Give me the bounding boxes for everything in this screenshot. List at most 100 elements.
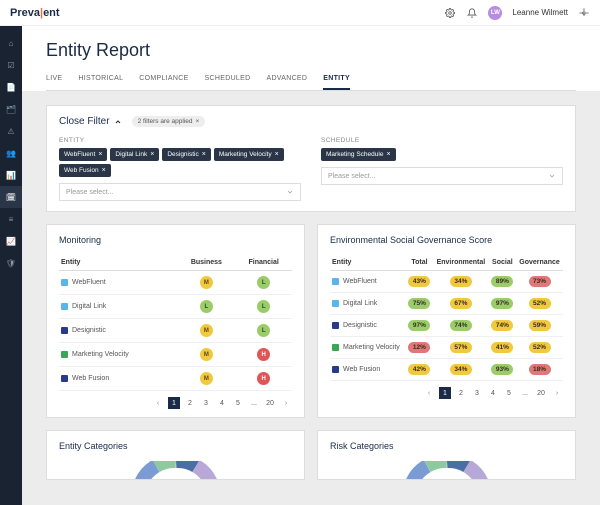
sidebar-item-8[interactable]: ≡ [0, 208, 22, 230]
pager-page[interactable]: 1 [439, 387, 451, 399]
filter-chip[interactable]: Marketing Velocity× [214, 148, 284, 161]
bell-icon[interactable] [466, 7, 478, 19]
score-pill: 43% [408, 276, 430, 287]
risk-badge: M [200, 324, 213, 337]
col-header: Entity [330, 255, 406, 271]
table-row[interactable]: Marketing VelocityMH [59, 343, 292, 367]
filter-chip[interactable]: Web Fusion× [59, 164, 111, 177]
tab-live[interactable]: LIVE [46, 75, 62, 90]
sidebar-item-0[interactable]: ⌂ [0, 32, 22, 54]
panel-title: Environmental Social Governance Score [330, 235, 563, 245]
pager-page[interactable]: 4 [216, 397, 228, 409]
filter-chip[interactable]: Digital Link× [110, 148, 159, 161]
pager-page[interactable]: 1 [168, 397, 180, 409]
risk-badge: H [257, 348, 270, 361]
table-row[interactable]: Web FusionMH [59, 367, 292, 391]
entity-filter-label: ENTITY [59, 137, 301, 144]
pager-page[interactable]: 5 [503, 387, 515, 399]
gear-icon[interactable] [444, 7, 456, 19]
close-icon[interactable]: × [150, 151, 154, 158]
risk-badge: L [257, 276, 270, 289]
panel-title: Risk Categories [330, 441, 563, 451]
donut-chart-icon [131, 461, 221, 480]
score-pill: 75% [408, 298, 430, 309]
pager-prev[interactable]: ‹ [152, 397, 164, 409]
score-pill: 89% [491, 276, 513, 287]
schedule-filter-label: SCHEDULE [321, 137, 563, 144]
sidebar-item-6[interactable]: 📊 [0, 164, 22, 186]
filter-toggle[interactable]: Close Filter [59, 116, 122, 127]
tab-scheduled[interactable]: SCHEDULED [205, 75, 251, 90]
sidebar-item-9[interactable]: 📈 [0, 230, 22, 252]
topbar: Preva|ent LW Leanne Wilmett [0, 0, 600, 26]
sidebar-item-1[interactable]: ☑ [0, 54, 22, 76]
risk-badge: L [257, 324, 270, 337]
table-row[interactable]: DesignisticML [59, 319, 292, 343]
col-header: Governance [516, 255, 563, 271]
avatar[interactable]: LW [488, 6, 502, 20]
score-pill: 52% [529, 342, 551, 353]
pager-page[interactable]: 2 [184, 397, 196, 409]
pager-page[interactable]: 3 [200, 397, 212, 409]
score-pill: 67% [450, 298, 472, 309]
close-icon[interactable]: × [275, 151, 279, 158]
filter-chip[interactable]: WebFluent× [59, 148, 107, 161]
sidebar-item-10[interactable]: 🛡 [0, 252, 22, 274]
score-pill: 59% [529, 320, 551, 331]
esg-table: EntityTotalEnvironmentalSocialGovernance… [330, 255, 563, 381]
score-pill: 34% [450, 364, 472, 375]
col-header: Environmental [433, 255, 489, 271]
sidebar-item-5[interactable]: 👥 [0, 142, 22, 164]
filter-chip[interactable]: Designistic× [162, 148, 211, 161]
risk-badge: M [200, 276, 213, 289]
pager-page[interactable]: 4 [487, 387, 499, 399]
sidebar-item-2[interactable]: 📄 [0, 76, 22, 98]
entity-select[interactable]: Please select... [59, 183, 301, 201]
close-icon[interactable]: × [102, 167, 106, 174]
table-row[interactable]: Digital Link75%67%97%52% [330, 293, 563, 315]
table-row[interactable]: Web Fusion42%34%93%18% [330, 359, 563, 381]
pager-next[interactable]: › [551, 387, 563, 399]
sidebar-item-4[interactable]: ⚠ [0, 120, 22, 142]
table-row[interactable]: WebFluentML [59, 271, 292, 295]
filter-chip[interactable]: Marketing Schedule× [321, 148, 396, 161]
pager-page[interactable]: ... [248, 397, 260, 409]
filter-count-badge[interactable]: 2 filters are applied × [132, 116, 206, 127]
pager-page[interactable]: 20 [264, 397, 276, 409]
table-row[interactable]: WebFluent43%34%89%73% [330, 271, 563, 293]
pager: ‹ 12345... 20 › [330, 387, 563, 399]
tab-entity[interactable]: ENTITY [323, 75, 350, 90]
chevron-up-icon [114, 118, 122, 126]
score-pill: 74% [450, 320, 472, 331]
pager-page[interactable]: 5 [232, 397, 244, 409]
esg-panel: Environmental Social Governance Score En… [317, 224, 576, 418]
schedule-select[interactable]: Please select... [321, 167, 563, 185]
risk-badge: L [200, 300, 213, 313]
tab-compliance[interactable]: COMPLIANCE [139, 75, 188, 90]
user-name: Leanne Wilmett [512, 8, 568, 17]
pager-page[interactable]: 3 [471, 387, 483, 399]
risk-badge: M [200, 348, 213, 361]
tab-advanced[interactable]: ADVANCED [266, 75, 307, 90]
pager-page[interactable]: ... [519, 387, 531, 399]
close-icon[interactable]: × [196, 118, 200, 125]
close-icon[interactable]: × [202, 151, 206, 158]
chevron-down-icon [548, 172, 556, 180]
tab-historical[interactable]: HISTORICAL [78, 75, 123, 90]
settings-icon[interactable] [578, 7, 590, 19]
pager-next[interactable]: › [280, 397, 292, 409]
table-row[interactable]: Digital LinkLL [59, 295, 292, 319]
pager-page[interactable]: 20 [535, 387, 547, 399]
pager-page[interactable]: 2 [455, 387, 467, 399]
score-pill: 12% [408, 342, 430, 353]
table-row[interactable]: Marketing Velocity12%57%41%52% [330, 337, 563, 359]
entity-categories-panel: Entity Categories [46, 430, 305, 480]
score-pill: 18% [529, 364, 551, 375]
pager-prev[interactable]: ‹ [423, 387, 435, 399]
sidebar-item-7[interactable]: 🗓 [0, 186, 22, 208]
score-pill: 93% [491, 364, 513, 375]
close-icon[interactable]: × [98, 151, 102, 158]
close-icon[interactable]: × [386, 151, 390, 158]
table-row[interactable]: Designistic97%74%74%59% [330, 315, 563, 337]
sidebar-item-3[interactable]: 🗂 [0, 98, 22, 120]
